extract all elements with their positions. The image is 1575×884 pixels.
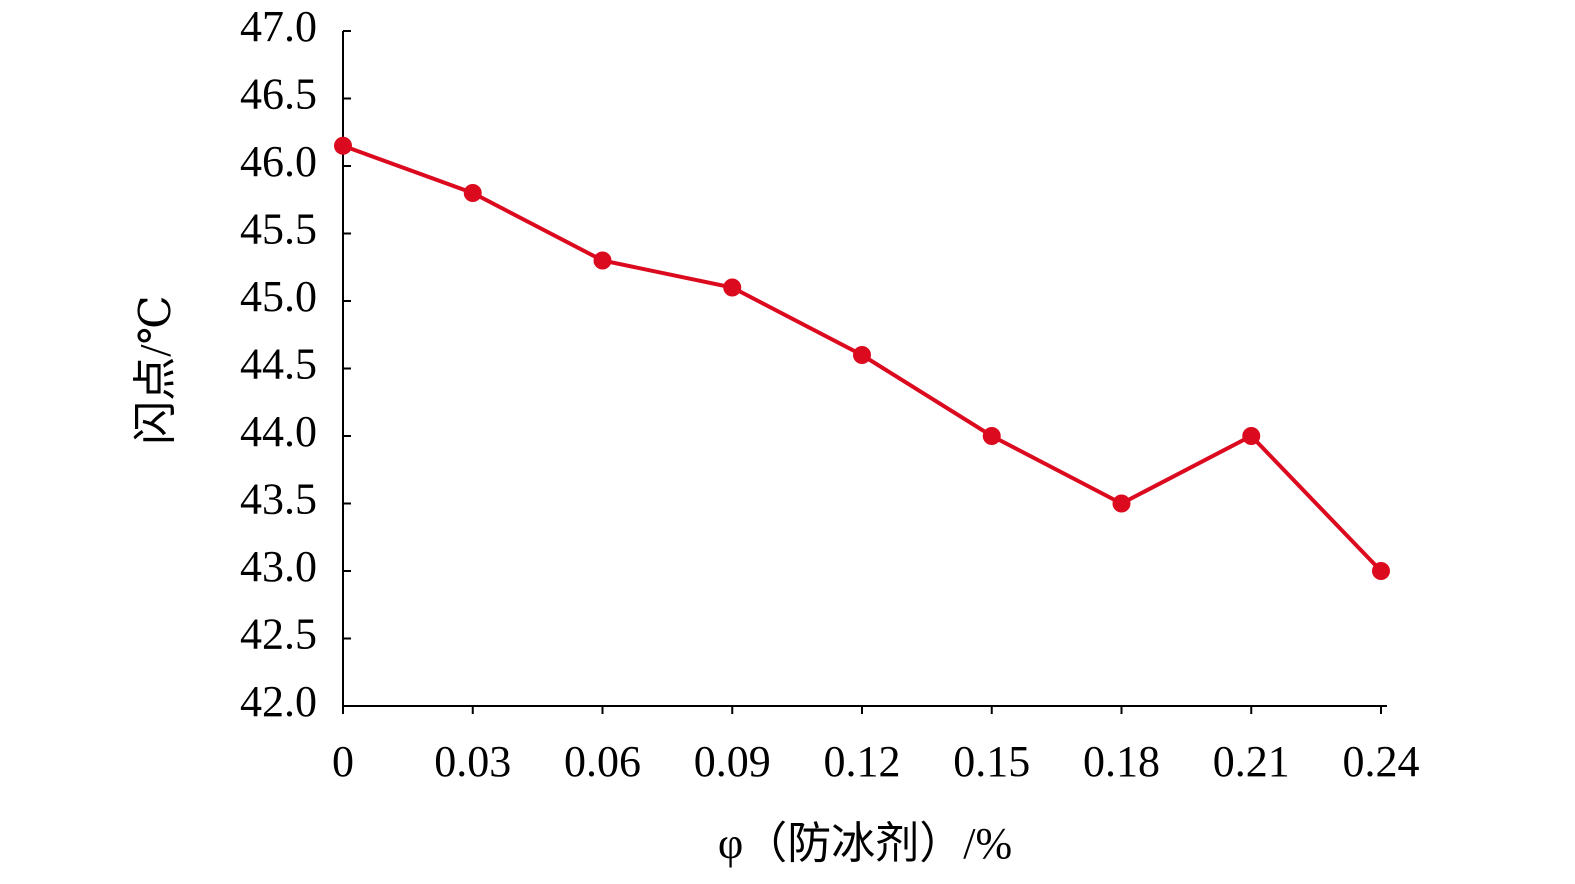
y-axis-title: 闪点/℃ <box>131 295 180 444</box>
y-tick-label: 47.0 <box>240 2 317 51</box>
data-point <box>334 136 352 155</box>
y-tick-label: 45.5 <box>240 205 317 254</box>
data-point <box>1372 562 1390 580</box>
x-tick-label: 0.06 <box>564 737 641 786</box>
y-tick-label: 42.5 <box>240 610 317 659</box>
x-tick-label: 0 <box>332 737 354 786</box>
y-tick-label: 45.0 <box>240 272 317 321</box>
x-axis-title: φ（防冰剂）/% <box>718 819 1012 868</box>
y-tick-label: 43.0 <box>240 542 317 591</box>
y-tick-label: 43.5 <box>240 475 317 524</box>
data-point <box>723 278 742 297</box>
data-point <box>593 251 612 270</box>
y-tick-label: 44.5 <box>240 340 317 389</box>
y-tick-label: 42.0 <box>240 677 317 726</box>
x-tick-label: 0.12 <box>824 737 901 786</box>
x-tick-label: 0.24 <box>1343 737 1420 786</box>
data-point <box>1242 427 1261 445</box>
data-point <box>463 184 482 202</box>
data-point <box>1112 494 1131 513</box>
x-tick-label: 0.09 <box>694 737 771 786</box>
y-tick-label: 44.0 <box>240 407 317 456</box>
x-tick-label: 0.15 <box>953 737 1030 786</box>
data-point <box>982 427 1001 445</box>
x-tick-label: 0.18 <box>1083 737 1160 786</box>
x-tick-label: 0.21 <box>1213 737 1290 786</box>
x-tick-label: 0.03 <box>434 737 511 786</box>
y-tick-label: 46.5 <box>240 70 317 119</box>
y-tick-label: 46.0 <box>240 137 317 186</box>
data-point <box>853 346 871 364</box>
